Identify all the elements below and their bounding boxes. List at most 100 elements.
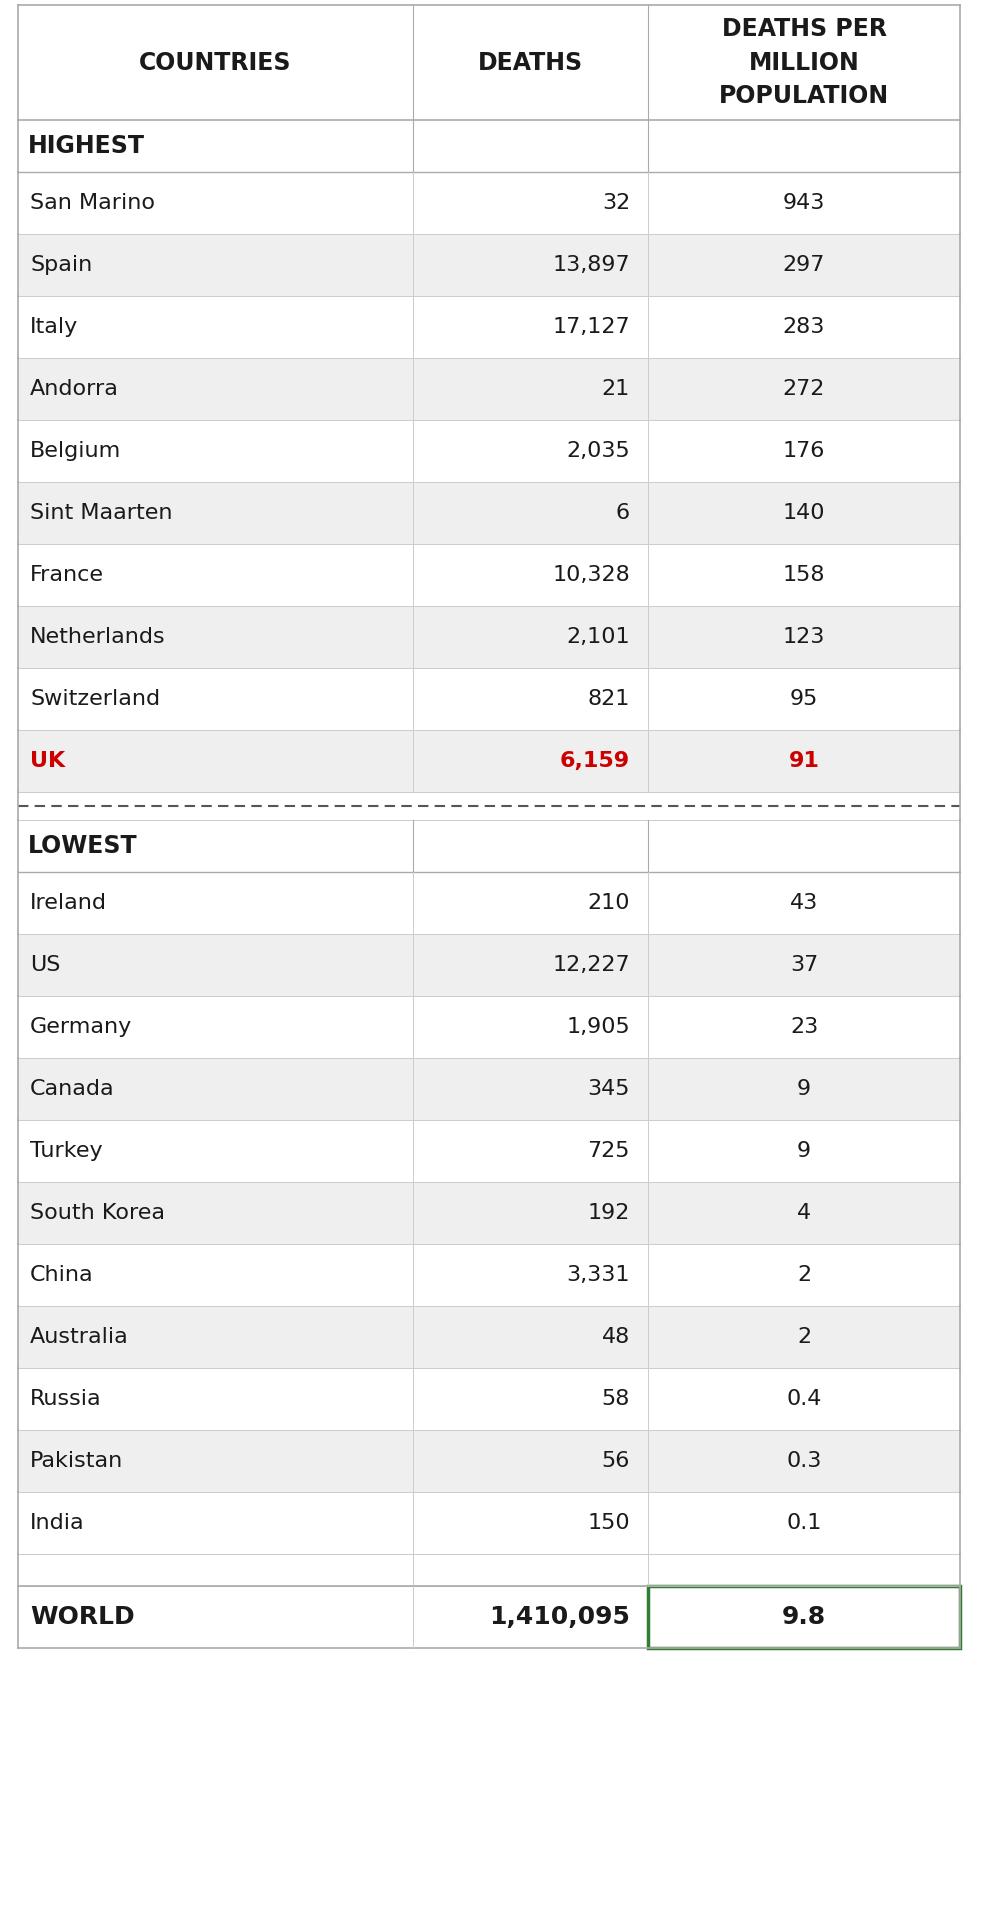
- Bar: [18, 819, 960, 871]
- Text: 1,905: 1,905: [566, 1016, 630, 1037]
- Text: 2,035: 2,035: [566, 440, 630, 462]
- Text: 272: 272: [783, 379, 825, 400]
- Text: 6,159: 6,159: [559, 752, 630, 771]
- Text: Switzerland: Switzerland: [30, 690, 160, 709]
- Text: San Marino: San Marino: [30, 193, 155, 213]
- Text: 43: 43: [790, 893, 818, 914]
- Text: 17,127: 17,127: [552, 317, 630, 336]
- Text: Netherlands: Netherlands: [30, 628, 166, 647]
- Text: DEATHS PER
MILLION
POPULATION: DEATHS PER MILLION POPULATION: [719, 17, 889, 108]
- Bar: [648, 1586, 960, 1648]
- Text: 3,331: 3,331: [566, 1265, 630, 1285]
- Bar: [18, 1244, 960, 1306]
- Text: Belgium: Belgium: [30, 440, 121, 462]
- Bar: [18, 1059, 960, 1121]
- Text: LOWEST: LOWEST: [28, 835, 138, 858]
- Text: Canada: Canada: [30, 1078, 115, 1099]
- Text: 23: 23: [790, 1016, 818, 1037]
- Text: 21: 21: [601, 379, 630, 400]
- Bar: [18, 933, 960, 997]
- Text: 210: 210: [587, 893, 630, 914]
- Text: 1,410,095: 1,410,095: [490, 1605, 630, 1629]
- Bar: [18, 607, 960, 668]
- Bar: [18, 1121, 960, 1182]
- Text: Spain: Spain: [30, 255, 92, 274]
- Text: 943: 943: [783, 193, 825, 213]
- Bar: [18, 730, 960, 792]
- Text: India: India: [30, 1513, 85, 1532]
- Text: Germany: Germany: [30, 1016, 132, 1037]
- Bar: [18, 172, 960, 234]
- Text: Turkey: Turkey: [30, 1142, 103, 1161]
- Text: 297: 297: [783, 255, 825, 274]
- Text: 0.3: 0.3: [786, 1451, 822, 1470]
- Text: 176: 176: [783, 440, 825, 462]
- Text: 6: 6: [615, 502, 630, 524]
- Bar: [18, 481, 960, 545]
- Text: 10,328: 10,328: [552, 564, 630, 585]
- Text: France: France: [30, 564, 104, 585]
- Text: Andorra: Andorra: [30, 379, 119, 400]
- Text: 91: 91: [788, 752, 819, 771]
- Text: 158: 158: [783, 564, 825, 585]
- Text: Ireland: Ireland: [30, 893, 107, 914]
- Bar: [18, 1492, 960, 1553]
- Text: 283: 283: [783, 317, 825, 336]
- Bar: [18, 871, 960, 933]
- Text: HIGHEST: HIGHEST: [28, 133, 145, 158]
- Text: Russia: Russia: [30, 1389, 102, 1408]
- Text: 192: 192: [587, 1204, 630, 1223]
- Bar: [18, 668, 960, 730]
- Bar: [18, 997, 960, 1059]
- Text: 140: 140: [783, 502, 825, 524]
- Bar: [18, 792, 960, 819]
- Text: DEATHS: DEATHS: [478, 50, 583, 75]
- Bar: [18, 419, 960, 481]
- Text: 150: 150: [587, 1513, 630, 1532]
- Text: South Korea: South Korea: [30, 1204, 165, 1223]
- Text: US: US: [30, 954, 60, 976]
- Text: 123: 123: [783, 628, 825, 647]
- Text: 9.8: 9.8: [782, 1605, 826, 1629]
- Text: Italy: Italy: [30, 317, 78, 336]
- Bar: [18, 1430, 960, 1492]
- Bar: [18, 1182, 960, 1244]
- Text: 725: 725: [587, 1142, 630, 1161]
- Text: 0.1: 0.1: [786, 1513, 822, 1532]
- Text: WORLD: WORLD: [30, 1605, 135, 1629]
- Text: 9: 9: [797, 1142, 811, 1161]
- Text: Sint Maarten: Sint Maarten: [30, 502, 173, 524]
- Bar: [18, 1368, 960, 1430]
- Text: 56: 56: [601, 1451, 630, 1470]
- Text: 2: 2: [797, 1265, 811, 1285]
- Text: Pakistan: Pakistan: [30, 1451, 123, 1470]
- Text: 95: 95: [790, 690, 818, 709]
- Text: 0.4: 0.4: [786, 1389, 822, 1408]
- Text: 13,897: 13,897: [552, 255, 630, 274]
- Text: 345: 345: [587, 1078, 630, 1099]
- Bar: [18, 1586, 960, 1648]
- Text: 2: 2: [797, 1327, 811, 1347]
- Bar: [18, 1306, 960, 1368]
- Bar: [18, 120, 960, 172]
- Bar: [18, 234, 960, 296]
- Text: 2,101: 2,101: [566, 628, 630, 647]
- Bar: [18, 357, 960, 419]
- Bar: [18, 296, 960, 357]
- Text: 48: 48: [601, 1327, 630, 1347]
- Text: 37: 37: [790, 954, 818, 976]
- Text: Australia: Australia: [30, 1327, 129, 1347]
- Bar: [18, 6, 960, 1648]
- Text: 4: 4: [797, 1204, 811, 1223]
- Text: COUNTRIES: COUNTRIES: [139, 50, 292, 75]
- Text: 821: 821: [587, 690, 630, 709]
- Text: China: China: [30, 1265, 94, 1285]
- Text: UK: UK: [30, 752, 65, 771]
- Text: 9: 9: [797, 1078, 811, 1099]
- Text: 32: 32: [601, 193, 630, 213]
- Text: 12,227: 12,227: [552, 954, 630, 976]
- Bar: [18, 545, 960, 607]
- Text: 58: 58: [601, 1389, 630, 1408]
- Bar: [18, 1553, 960, 1586]
- Bar: [18, 6, 960, 120]
